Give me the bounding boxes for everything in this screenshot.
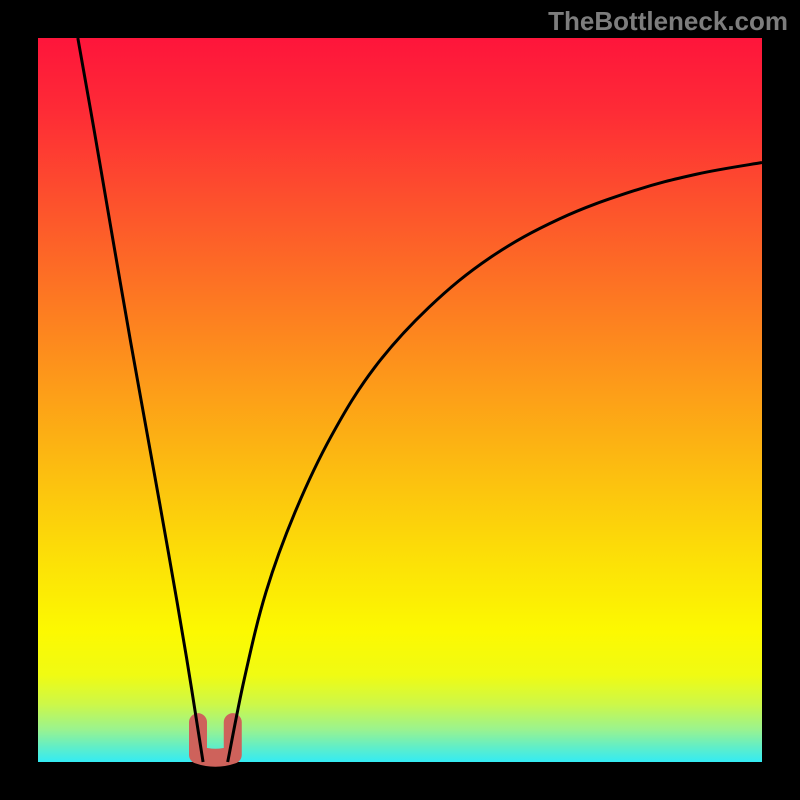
right-branch-curve bbox=[228, 163, 762, 762]
highlight-u-shape bbox=[198, 722, 233, 758]
watermark-text: TheBottleneck.com bbox=[548, 6, 788, 37]
chart-container: TheBottleneck.com bbox=[0, 0, 800, 800]
left-branch-curve bbox=[78, 38, 203, 762]
curve-layer bbox=[0, 0, 800, 800]
